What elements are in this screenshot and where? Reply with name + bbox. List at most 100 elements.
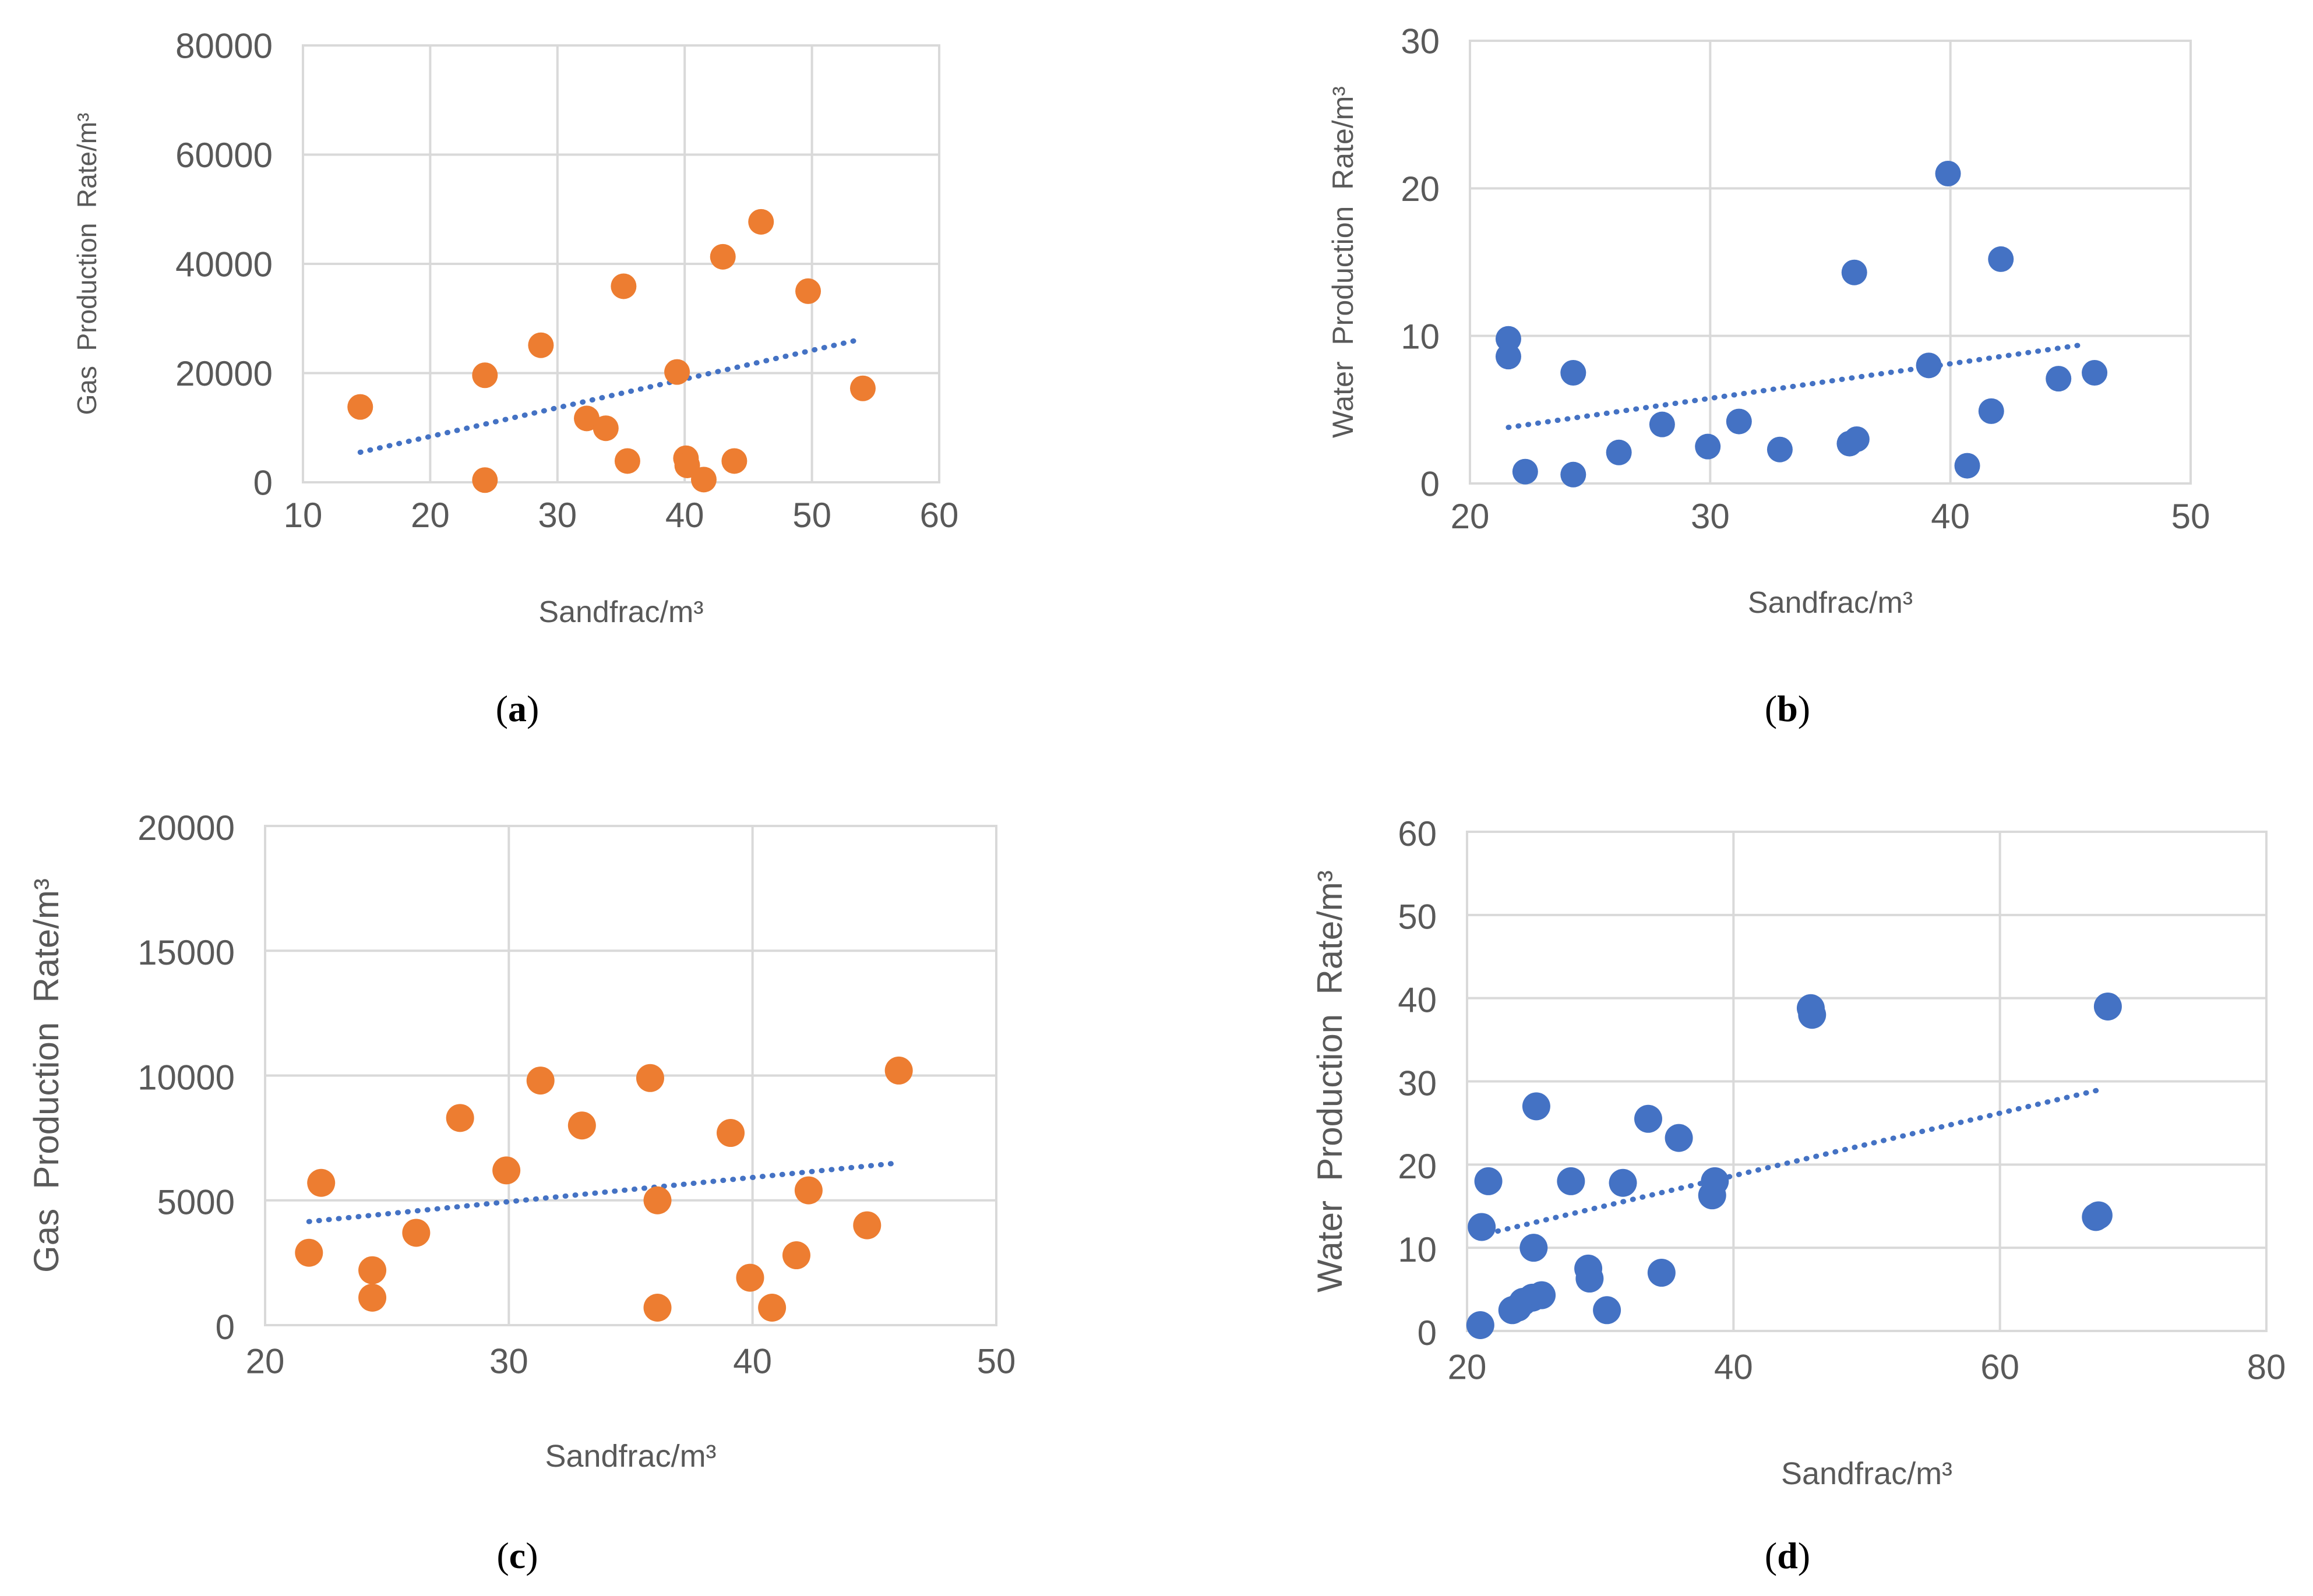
data-point xyxy=(1935,161,1961,186)
data-point xyxy=(710,243,736,270)
data-point xyxy=(2082,360,2108,386)
data-point xyxy=(1647,1259,1676,1287)
x-tick-label: 20 xyxy=(1451,497,1490,536)
data-point xyxy=(567,1111,596,1140)
x-tick-label: 20 xyxy=(1448,1348,1487,1387)
panel-caption: (a) xyxy=(496,688,540,729)
data-point xyxy=(690,467,717,493)
data-point xyxy=(526,1067,555,1095)
data-point xyxy=(528,332,554,358)
y-tick-label: 20 xyxy=(1401,170,1440,209)
data-point xyxy=(1649,411,1675,437)
data-point xyxy=(636,1064,664,1092)
data-point xyxy=(1495,344,1521,370)
data-point xyxy=(1495,326,1521,352)
data-point xyxy=(643,1294,672,1322)
data-point xyxy=(795,278,821,304)
data-point xyxy=(574,405,600,432)
data-point xyxy=(1767,436,1793,462)
y-tick-label: 20 xyxy=(1398,1147,1437,1186)
chart-c: 0 5000 10000 15000 20000 20 30 40 50 Sandfrac/m³ G… xyxy=(27,808,1016,1576)
data-point xyxy=(794,1176,823,1205)
data-point xyxy=(1575,1265,1604,1293)
y-tick-label: 5000 xyxy=(157,1183,235,1222)
y-tick-label: 10 xyxy=(1398,1230,1437,1269)
data-point xyxy=(1701,1167,1729,1195)
y-tick-label: 60 xyxy=(1398,814,1437,853)
y-axis-label: Water Production Rate/m³ xyxy=(1310,870,1349,1293)
x-axis-label: Sandfrac/m³ xyxy=(538,595,703,629)
x-tick-label: 50 xyxy=(792,496,831,535)
data-point xyxy=(1560,461,1586,488)
data-point xyxy=(1978,398,2004,424)
panel-letter: a xyxy=(508,688,527,729)
data-point xyxy=(2093,992,2122,1021)
data-point xyxy=(614,448,640,474)
y-tick-label: 50 xyxy=(1398,898,1437,937)
panel-caption: (b) xyxy=(1765,688,1810,729)
data-point xyxy=(849,375,876,401)
y-tick-label: 0 xyxy=(1418,1313,1437,1353)
y-tick-label: 40 xyxy=(1398,980,1437,1019)
y-axis-label: Gas Production Rate/m³ xyxy=(72,113,102,415)
data-point xyxy=(736,1263,764,1292)
y-tick-label: 10 xyxy=(1401,317,1440,356)
data-point xyxy=(1916,352,1942,379)
data-point xyxy=(1468,1213,1496,1241)
plot-area xyxy=(302,44,940,483)
y-tick-label: 0 xyxy=(216,1308,235,1347)
data-point xyxy=(611,273,637,299)
trendline xyxy=(357,337,859,455)
data-point xyxy=(664,359,690,385)
x-tick-label: 40 xyxy=(665,496,704,535)
x-tick-label: 20 xyxy=(246,1342,285,1381)
data-point xyxy=(1841,259,1867,285)
data-point xyxy=(402,1219,431,1247)
data-point xyxy=(1695,433,1721,460)
data-point xyxy=(748,209,774,235)
chart-b: 0 10 20 30 20 30 40 50 Sandfrac/m³ Water Producti… xyxy=(1327,22,2210,729)
data-point xyxy=(1593,1296,1621,1325)
data-point xyxy=(758,1294,787,1322)
y-tick-label: 40000 xyxy=(175,245,273,284)
y-tick-label: 0 xyxy=(1420,465,1440,504)
y-tick-label: 30 xyxy=(1398,1064,1437,1103)
data-point xyxy=(1560,360,1586,386)
plot-area xyxy=(264,825,997,1326)
data-point xyxy=(347,394,373,420)
panel-letter: d xyxy=(1777,1535,1798,1576)
y-tick-label: 10000 xyxy=(137,1058,235,1097)
data-point xyxy=(1512,458,1538,485)
x-tick-label: 40 xyxy=(733,1342,772,1381)
y-tick-label: 15000 xyxy=(137,933,235,972)
panel-letter: c xyxy=(509,1535,526,1576)
data-point xyxy=(358,1256,387,1284)
data-point xyxy=(1466,1311,1494,1340)
panel-caption: (c) xyxy=(496,1535,538,1576)
data-point xyxy=(1474,1167,1503,1195)
data-point xyxy=(853,1211,882,1240)
data-point xyxy=(1519,1234,1548,1262)
x-tick-label: 30 xyxy=(1691,497,1730,536)
data-point xyxy=(717,1119,745,1147)
plot-area xyxy=(1466,831,2268,1332)
x-tick-label: 40 xyxy=(1931,497,1970,536)
trendline xyxy=(1505,342,2085,430)
data-point xyxy=(593,415,619,442)
y-tick-label: 80000 xyxy=(175,27,273,66)
x-tick-label: 50 xyxy=(2171,497,2210,536)
y-axis-label: Water Production Rate/m³ xyxy=(1327,86,1359,438)
data-point xyxy=(782,1241,810,1270)
x-tick-label: 60 xyxy=(920,496,959,535)
x-axis-label: Sandfrac/m³ xyxy=(1781,1456,1952,1491)
data-point xyxy=(1609,1168,1637,1197)
plot-area xyxy=(1469,40,2192,485)
x-tick-label: 30 xyxy=(489,1342,528,1381)
data-point xyxy=(1522,1092,1550,1121)
chart-d: 0 10 20 30 40 50 60 20 40 60 80 Sandfrac/m³ Water Pr… xyxy=(1310,814,2286,1576)
trendline xyxy=(306,1160,902,1224)
y-tick-label: 60000 xyxy=(175,136,273,175)
y-tick-label: 20000 xyxy=(175,354,273,393)
data-point xyxy=(446,1104,474,1132)
